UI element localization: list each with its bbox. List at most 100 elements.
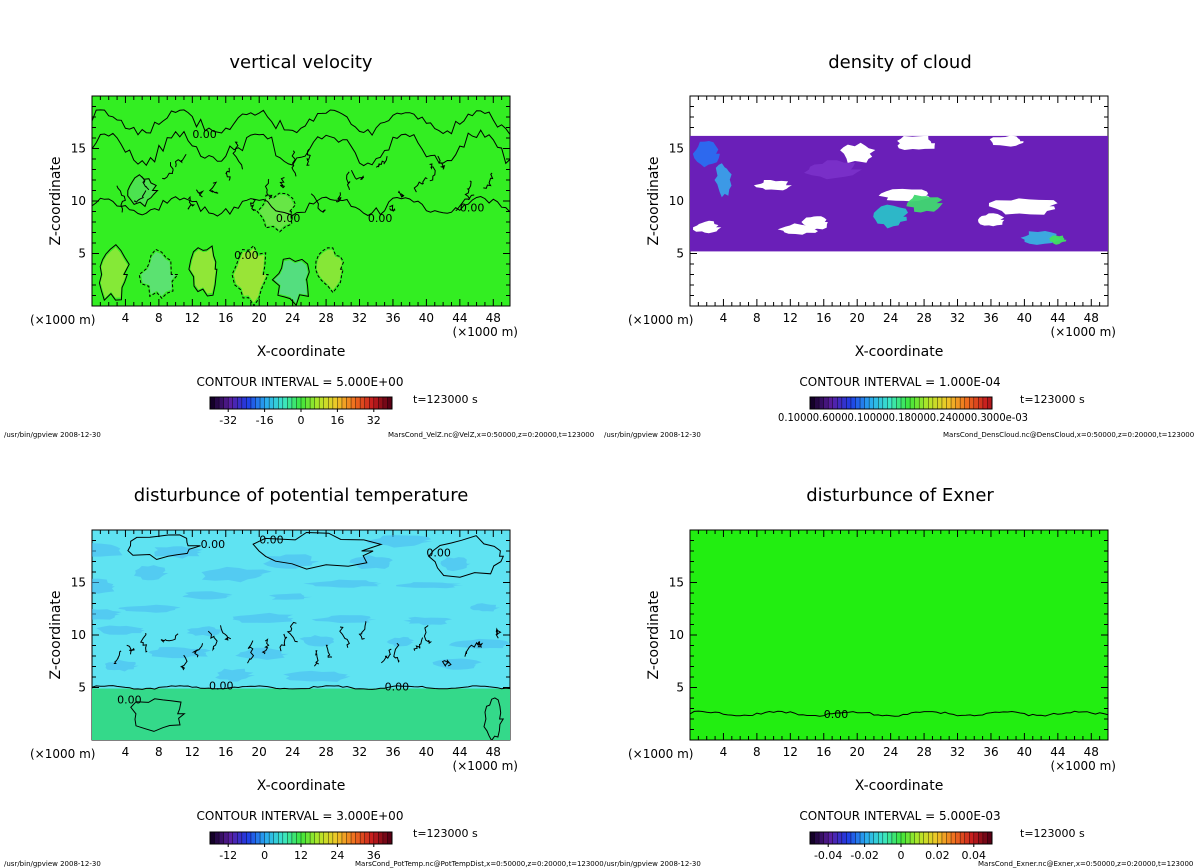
colorbar-cell (946, 397, 952, 409)
cloud-streak (1049, 235, 1067, 245)
colorbar-cell (919, 397, 925, 409)
colorbar-cell (250, 397, 256, 409)
colorbar-cell (310, 832, 316, 844)
colorbar-cell (250, 832, 256, 844)
colorbar-cell (219, 832, 225, 844)
colorbar-cell (314, 397, 320, 409)
colorbar-cell (846, 397, 852, 409)
turbulence-contour (335, 192, 342, 203)
x-tick-label: 48 (486, 311, 501, 325)
colorbar-cell (291, 832, 297, 844)
colorbar-cell (832, 397, 838, 409)
colorbar-cell (937, 397, 943, 409)
colorbar-cell (978, 397, 984, 409)
colorbar-cell (314, 832, 320, 844)
colorbar-cell (323, 832, 329, 844)
colorbar-cell (846, 832, 852, 844)
x-tick-label: 32 (352, 311, 367, 325)
turbulence-contour (286, 621, 298, 643)
colorbar-cell (896, 832, 902, 844)
chart-title: disturbunce of Exner (806, 485, 994, 506)
temperature-patch (118, 604, 181, 613)
temperature-patch (396, 582, 464, 589)
turbulence-contour (162, 162, 174, 180)
x-tick-label: 20 (252, 745, 267, 759)
colorbar-cell (310, 397, 316, 409)
field-layer: 0.00 0.00 0.00 0.00 0.00 0.00 (92, 531, 510, 740)
temperature-patch (366, 535, 433, 548)
temperature-patch (299, 635, 335, 647)
colorbar-cell (841, 832, 847, 844)
x-tick-label: 44 (452, 745, 467, 759)
colorbar-cell (873, 397, 879, 409)
colorbar-cell (346, 832, 352, 844)
turbulence-contour (279, 177, 285, 189)
turbulence-contour (279, 633, 288, 652)
colorbar-cell (273, 397, 279, 409)
temperature-patch (470, 603, 500, 612)
colorbar-cell (960, 397, 966, 409)
cloud-streak (714, 163, 732, 198)
turbulence-contour (141, 175, 150, 191)
time-label: t=123000 s (413, 827, 478, 840)
x-tick-label: 24 (285, 745, 300, 759)
colorbar-cell (964, 832, 970, 844)
cloud-gap (693, 220, 722, 234)
turbulence-contour (314, 649, 319, 667)
x-tick-label: 24 (883, 311, 898, 325)
x-tick-label: 20 (850, 745, 865, 759)
contour-label: 0.00 (460, 202, 485, 215)
colorbar-cell (328, 832, 334, 844)
field-layer: 0.00 (690, 708, 1108, 721)
footer-left: /usr/bin/gpview 2008-12-30 (4, 860, 101, 868)
temperature-patch (104, 659, 139, 672)
colorbar-cell (246, 832, 252, 844)
cloud-streak (906, 194, 943, 213)
y-tick-label: 5 (676, 247, 684, 261)
colorbar-cell (378, 832, 384, 844)
y-axis-label: Z-coordinate (48, 156, 64, 245)
turbulence-contour (195, 189, 205, 198)
cloud-gap (897, 135, 935, 150)
footer-left: /usr/bin/gpview 2008-12-30 (4, 431, 101, 439)
x-unit-right: (×1000 m) (453, 325, 518, 339)
footer-right: MarsCond_DensCloud.nc@DensCloud,x=0:5000… (943, 431, 1194, 439)
colorbar-cell (987, 397, 993, 409)
temperature-patch (182, 591, 233, 600)
colorbar-cell (351, 832, 357, 844)
turbulence-contour (133, 190, 147, 203)
colorbar-cell (369, 397, 375, 409)
contour-label: 0.00 (209, 680, 234, 693)
x-tick-label: 48 (1084, 311, 1099, 325)
x-tick-label: 28 (916, 311, 931, 325)
turbulence-contour (232, 141, 243, 170)
x-tick-label: 12 (783, 311, 798, 325)
colorbar-tick-label: 0.04 (962, 849, 987, 862)
colorbar-cell (978, 832, 984, 844)
colorbar-cell (210, 832, 216, 844)
colorbar-cell (223, 397, 229, 409)
chart-title: disturbunce of potential temperature (134, 485, 469, 506)
colorbar-cell (887, 397, 893, 409)
colorbar-cell (823, 397, 829, 409)
colorbar-cell (855, 397, 861, 409)
contour-cell (314, 247, 345, 294)
colorbar-cell (373, 397, 379, 409)
colorbar-cell (914, 832, 920, 844)
time-label: t=123000 s (413, 393, 478, 406)
colorbar-cell (360, 397, 366, 409)
field-background (690, 530, 1108, 740)
cloud-gap (840, 142, 876, 163)
x-tick-label: 4 (720, 311, 728, 325)
x-tick-label: 12 (783, 745, 798, 759)
temperature-patch (268, 593, 313, 600)
turbulence-contour (441, 659, 452, 668)
colorbar-cell (282, 832, 288, 844)
colorbar-cell (228, 397, 234, 409)
colorbar-cell (973, 397, 979, 409)
x-tick-label: 32 (950, 745, 965, 759)
x-tick-label: 44 (452, 311, 467, 325)
chart-title: vertical velocity (229, 52, 373, 73)
temperature-patch (386, 636, 414, 647)
